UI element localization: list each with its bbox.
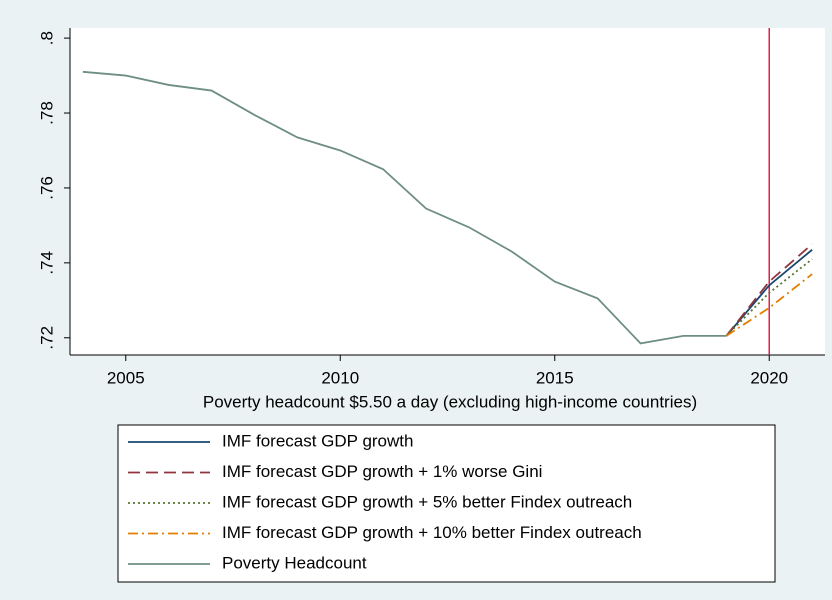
legend-label: Poverty Headcount (222, 553, 367, 572)
y-tick-label: .8 (37, 31, 56, 45)
legend (117, 424, 776, 583)
x-tick-label: 2010 (321, 368, 359, 387)
y-tick-label: .78 (37, 101, 56, 125)
series-line (725, 258, 813, 337)
y-tick-label: .72 (37, 326, 56, 350)
series-line (82, 70, 727, 345)
x-tick-label: 2015 (536, 368, 574, 387)
series-line (725, 273, 813, 337)
x-axis-title: Poverty headcount $5.50 a day (excluding… (203, 392, 697, 411)
legend-label: IMF forecast GDP growth + 5% better Find… (222, 492, 632, 511)
y-tick-label: .76 (37, 176, 56, 200)
series-line (725, 243, 813, 337)
legend-label: IMF forecast GDP growth (222, 431, 413, 450)
x-tick-label: 2020 (750, 368, 788, 387)
x-tick-label: 2005 (107, 368, 145, 387)
y-tick-label: .74 (37, 251, 56, 275)
legend-label: IMF forecast GDP growth + 1% worse Gini (222, 462, 542, 481)
plot-area (70, 28, 825, 355)
legend-label: IMF forecast GDP growth + 10% better Fin… (222, 523, 642, 542)
